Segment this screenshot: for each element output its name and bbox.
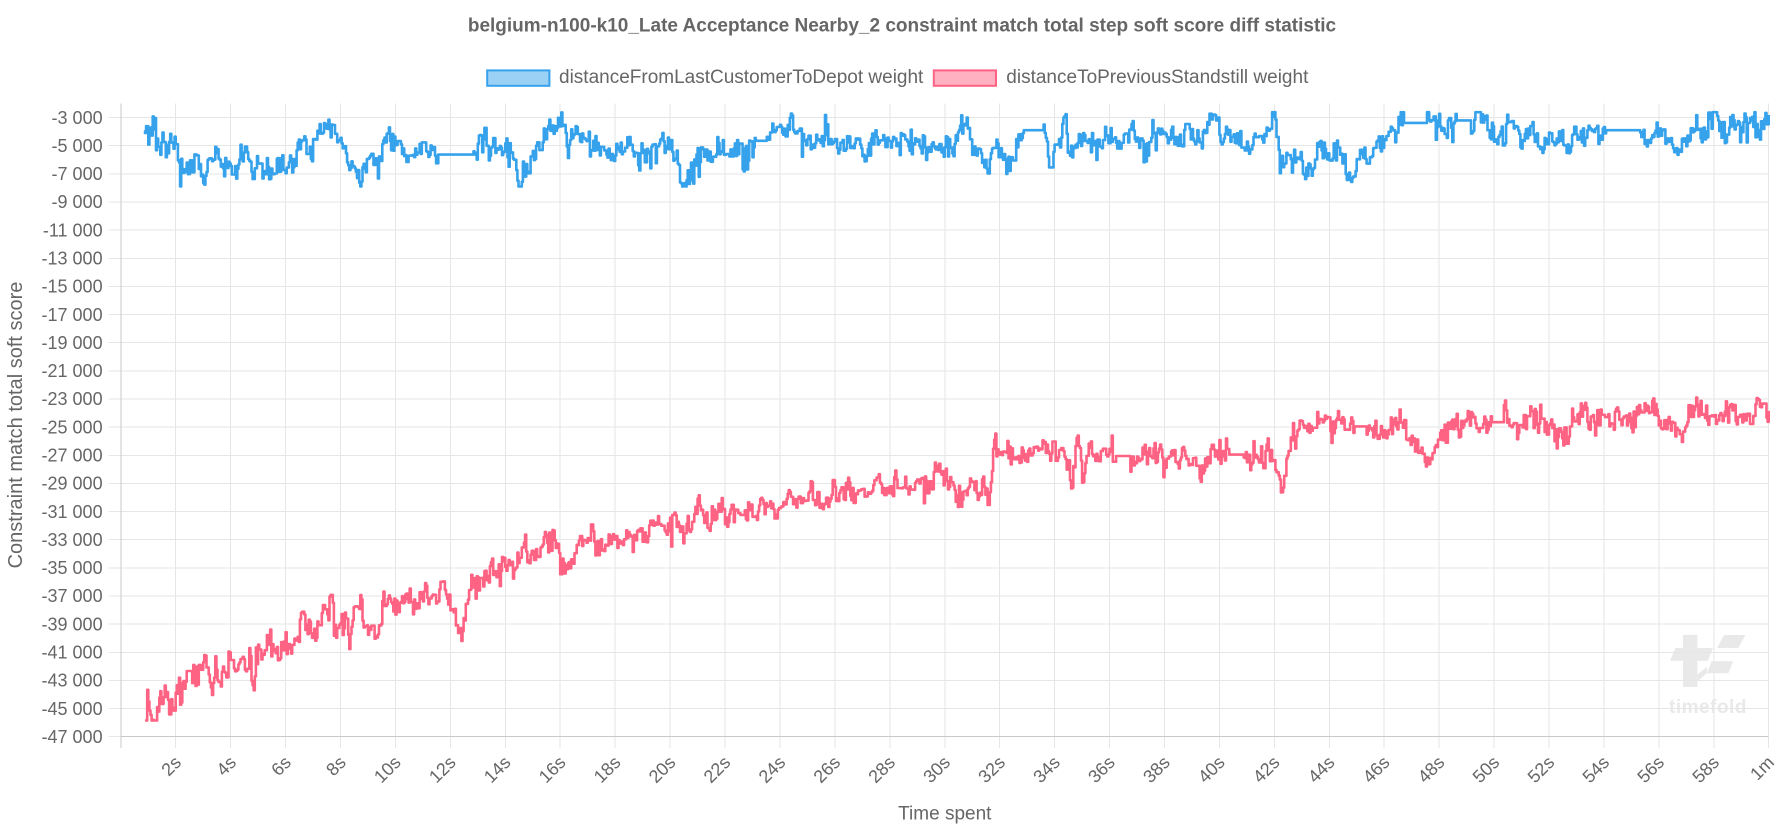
- svg-text:-37 000: -37 000: [42, 586, 103, 606]
- svg-text:-5 000: -5 000: [52, 136, 103, 156]
- svg-text:-9 000: -9 000: [52, 192, 103, 212]
- svg-text:-25 000: -25 000: [42, 417, 103, 437]
- svg-text:-11 000: -11 000: [43, 220, 103, 240]
- svg-text:-29 000: -29 000: [42, 474, 103, 494]
- svg-text:-45 000: -45 000: [42, 699, 103, 719]
- svg-text:-33 000: -33 000: [42, 530, 103, 550]
- svg-text:-19 000: -19 000: [42, 333, 103, 353]
- svg-text:-13 000: -13 000: [42, 249, 103, 269]
- svg-text:-43 000: -43 000: [42, 671, 103, 691]
- svg-text:-21 000: -21 000: [42, 361, 103, 381]
- svg-text:-23 000: -23 000: [42, 389, 103, 409]
- svg-text:Constraint match total soft sc: Constraint match total soft score: [5, 282, 27, 569]
- svg-text:-35 000: -35 000: [42, 558, 103, 578]
- svg-text:timefold: timefold: [1669, 697, 1747, 718]
- svg-text:-15 000: -15 000: [42, 277, 103, 297]
- svg-text:Time spent: Time spent: [898, 804, 992, 825]
- svg-text:distanceFromLastCustomerToDepo: distanceFromLastCustomerToDepot weight: [559, 67, 924, 88]
- svg-text:-39 000: -39 000: [42, 614, 103, 634]
- svg-text:-27 000: -27 000: [42, 446, 103, 466]
- svg-text:belgium-n100-k10_Late Acceptan: belgium-n100-k10_Late Acceptance Nearby_…: [468, 16, 1337, 37]
- svg-text:-47 000: -47 000: [42, 727, 103, 747]
- svg-text:-31 000: -31 000: [42, 502, 103, 522]
- svg-text:-3 000: -3 000: [52, 108, 103, 128]
- svg-text:-17 000: -17 000: [42, 305, 103, 325]
- svg-text:-41 000: -41 000: [42, 643, 103, 663]
- svg-text:distanceToPreviousStandstill w: distanceToPreviousStandstill weight: [1006, 67, 1309, 88]
- svg-text:-7 000: -7 000: [52, 164, 103, 184]
